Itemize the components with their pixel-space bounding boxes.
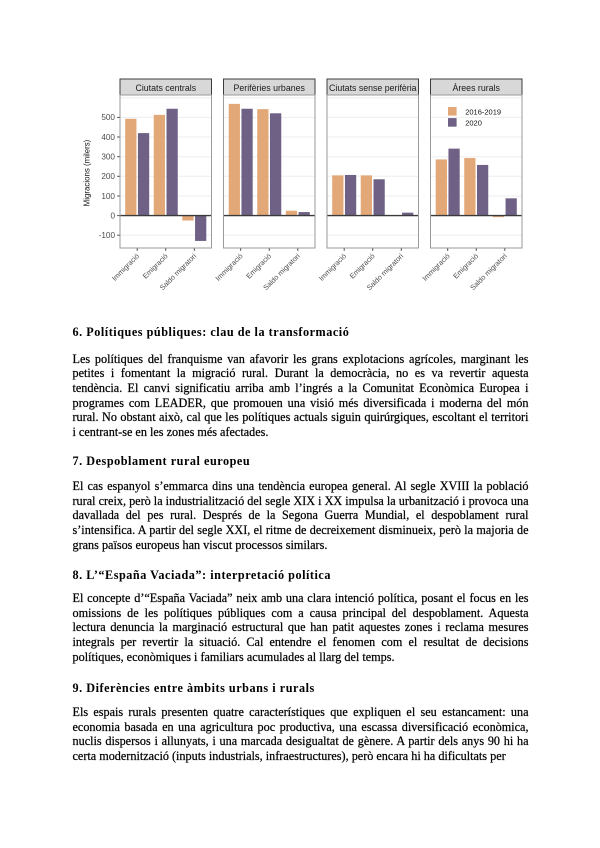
svg-text:2020: 2020 (465, 118, 482, 127)
svg-text:500: 500 (101, 113, 115, 122)
svg-text:300: 300 (101, 153, 115, 162)
svg-text:Migracions (milers): Migracions (milers) (83, 139, 92, 206)
svg-text:Ciutats sense perifèria: Ciutats sense perifèria (329, 83, 417, 93)
svg-text:Immigració: Immigració (213, 252, 244, 283)
svg-text:Perifèries urbanes: Perifèries urbanes (234, 83, 306, 93)
svg-text:400: 400 (101, 133, 115, 142)
svg-text:-100: -100 (99, 231, 116, 240)
svg-text:200: 200 (101, 172, 115, 181)
svg-text:Emigració: Emigració (348, 252, 377, 281)
svg-text:Emigració: Emigració (244, 252, 273, 281)
svg-text:Ciutats centrals: Ciutats centrals (135, 83, 196, 93)
svg-text:Àrees rurals: Àrees rurals (452, 83, 500, 93)
svg-text:Emigració: Emigració (141, 252, 170, 281)
svg-text:Emigració: Emigració (451, 252, 480, 281)
svg-text:0: 0 (110, 211, 115, 220)
svg-text:2016-2019: 2016-2019 (465, 107, 501, 116)
svg-text:100: 100 (101, 192, 115, 201)
svg-text:Immigració: Immigració (110, 252, 141, 283)
svg-text:Immigració: Immigració (317, 252, 348, 283)
svg-text:Immigració: Immigració (420, 252, 451, 283)
